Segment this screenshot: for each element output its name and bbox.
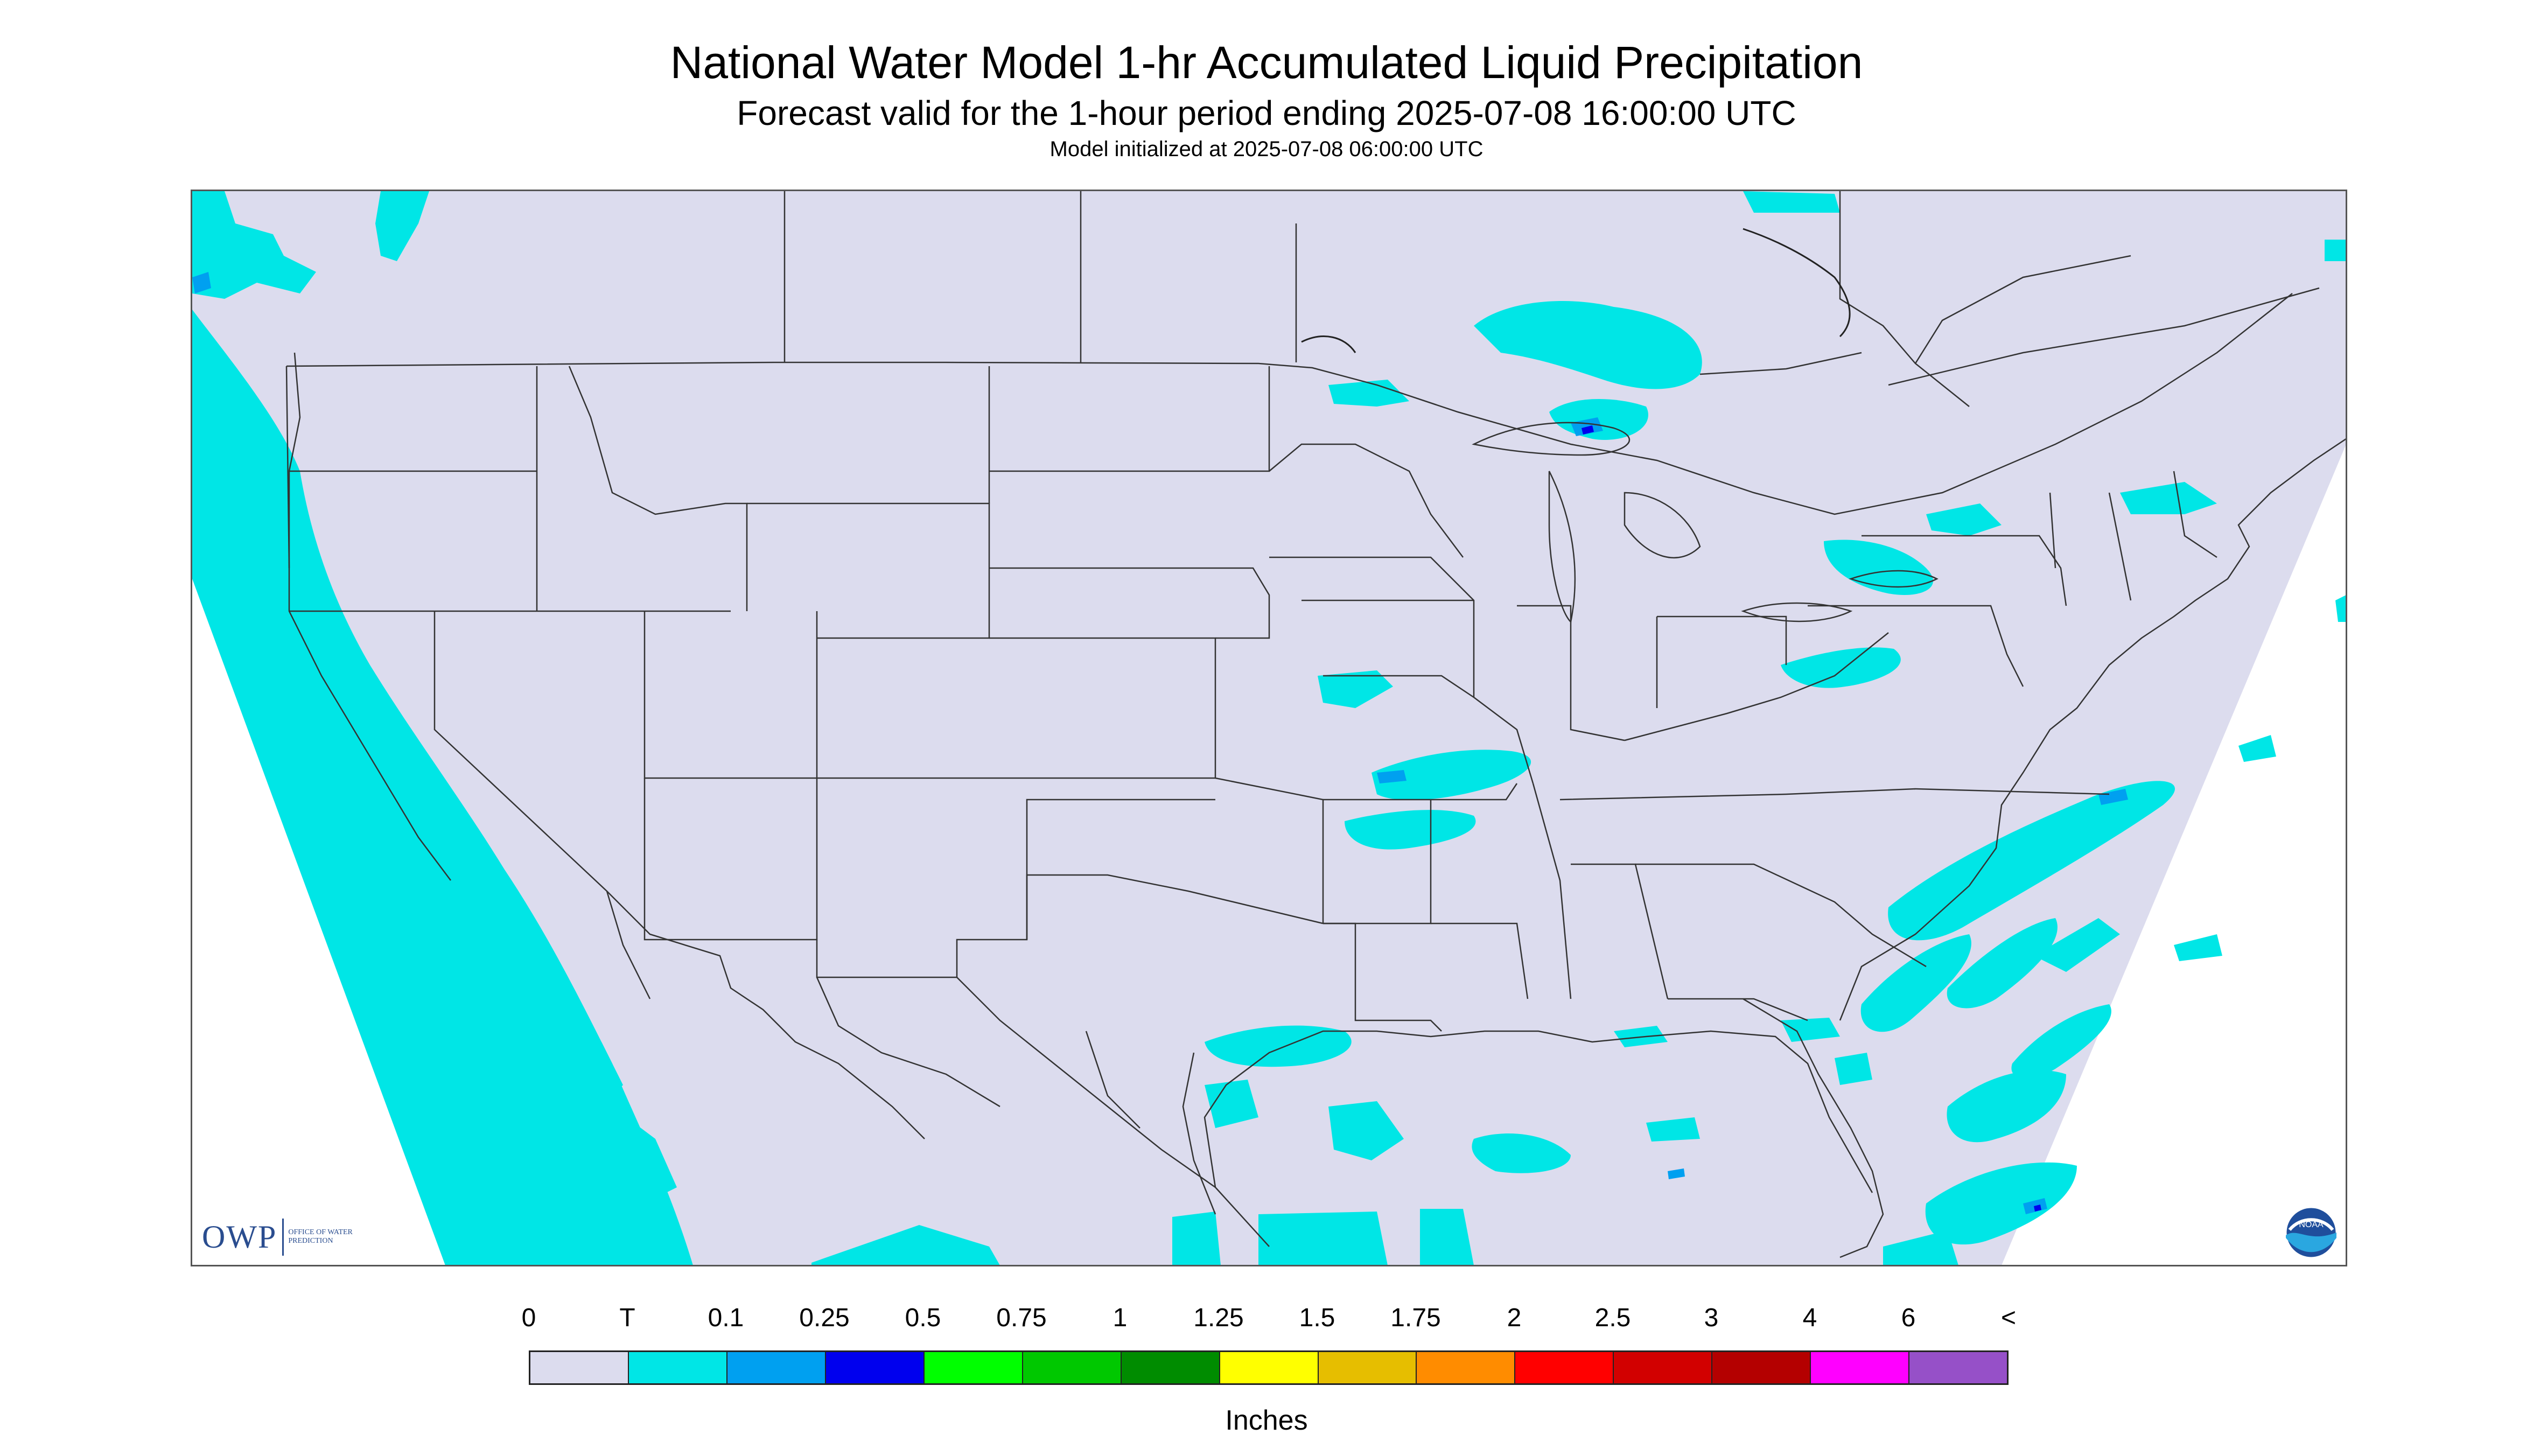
legend-swatch <box>1023 1352 1122 1383</box>
legend-label: 6 <box>1901 1304 1916 1332</box>
model-init-line: Model initialized at 2025-07-08 06:00:00… <box>1049 137 1484 161</box>
legend-swatch <box>1220 1352 1319 1383</box>
legend-swatch <box>1614 1352 1713 1383</box>
legend-swatch <box>825 1352 925 1383</box>
legend-tick-labels: 0 T 0.1 0.25 0.5 0.75 1 1.25 1.5 1.75 2 … <box>0 1302 2533 1340</box>
noaa-logo: NOAA <box>2284 1206 2338 1259</box>
legend-swatch <box>1515 1352 1614 1383</box>
northern-coastlines <box>1301 228 1851 353</box>
owp-logo: OWP OFFICE OF WATER PREDICTION <box>202 1216 363 1257</box>
offgrid-right <box>2002 445 2346 1265</box>
legend-swatch <box>727 1352 826 1383</box>
legend-swatch <box>1712 1352 1811 1383</box>
map-canvas <box>192 191 2346 1265</box>
legend-label: 0.25 <box>799 1304 850 1332</box>
precip-legend-colorbar <box>529 1350 2009 1385</box>
legend-label: 2 <box>1507 1304 1522 1332</box>
map-title: National Water Model 1-hr Accumulated Li… <box>670 37 1863 88</box>
legend-swatch <box>628 1352 727 1383</box>
legend-swatch <box>1417 1352 1516 1383</box>
precip-moderate-cores <box>1582 425 2041 1212</box>
legend-label: 3 <box>1704 1304 1719 1332</box>
legend-label: 0.1 <box>708 1304 744 1332</box>
legend-units-label: Inches <box>1225 1405 1308 1436</box>
legend-swatch <box>530 1352 629 1383</box>
legend-swatch <box>1811 1352 1910 1383</box>
legend-label: 4 <box>1802 1304 1817 1332</box>
owp-abbreviation: OWP <box>202 1218 284 1256</box>
precip-trace-areas <box>192 191 2346 1265</box>
legend-label: 1.75 <box>1390 1304 1441 1332</box>
legend-label: 1.5 <box>1299 1304 1335 1332</box>
legend-label: 1 <box>1112 1304 1128 1332</box>
forecast-valid-subtitle: Forecast valid for the 1-hour period end… <box>737 94 1796 132</box>
legend-label: 0.5 <box>905 1304 941 1332</box>
noaa-emblem-icon: NOAA <box>2285 1206 2338 1259</box>
owp-full-name: OFFICE OF WATER PREDICTION <box>288 1228 353 1245</box>
noaa-text: NOAA <box>2299 1220 2324 1229</box>
precipitation-map: OWP OFFICE OF WATER PREDICTION NOAA <box>191 190 2347 1266</box>
legend-label: T <box>619 1304 635 1332</box>
legend-label: < <box>2000 1304 2017 1332</box>
legend-label: 1.25 <box>1193 1304 1244 1332</box>
legend-label: 0 <box>521 1304 536 1332</box>
legend-label: 2.5 <box>1594 1304 1631 1332</box>
legend-swatch <box>1121 1352 1220 1383</box>
legend-swatch <box>1909 1352 2007 1383</box>
state-boundaries <box>285 191 2346 1258</box>
legend-label: 0.75 <box>996 1304 1047 1332</box>
legend-swatch <box>924 1352 1023 1383</box>
legend-swatch <box>1318 1352 1417 1383</box>
